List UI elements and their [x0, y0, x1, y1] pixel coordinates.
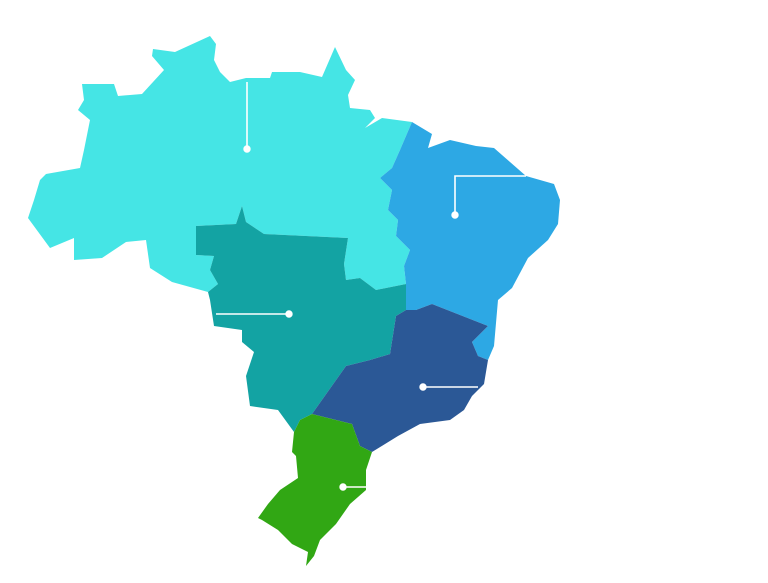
- leader-marker-south: [339, 483, 347, 491]
- leader-marker-southeast: [419, 383, 427, 391]
- leader-southeast: [419, 383, 478, 391]
- leader-north: [243, 82, 251, 153]
- region-central-west[interactable]: [196, 206, 406, 432]
- leader-line-northeast: [454, 175, 526, 212]
- region-north[interactable]: [28, 36, 412, 292]
- leader-south: [339, 483, 366, 491]
- leader-marker-central-west: [285, 310, 293, 318]
- leader-central-west: [216, 310, 293, 318]
- leader-marker-north: [243, 145, 251, 153]
- leader-northeast: [451, 175, 526, 219]
- region-southeast[interactable]: [312, 304, 488, 452]
- region-northeast[interactable]: [380, 122, 560, 360]
- region-south[interactable]: [258, 414, 372, 566]
- leader-marker-northeast: [451, 211, 459, 219]
